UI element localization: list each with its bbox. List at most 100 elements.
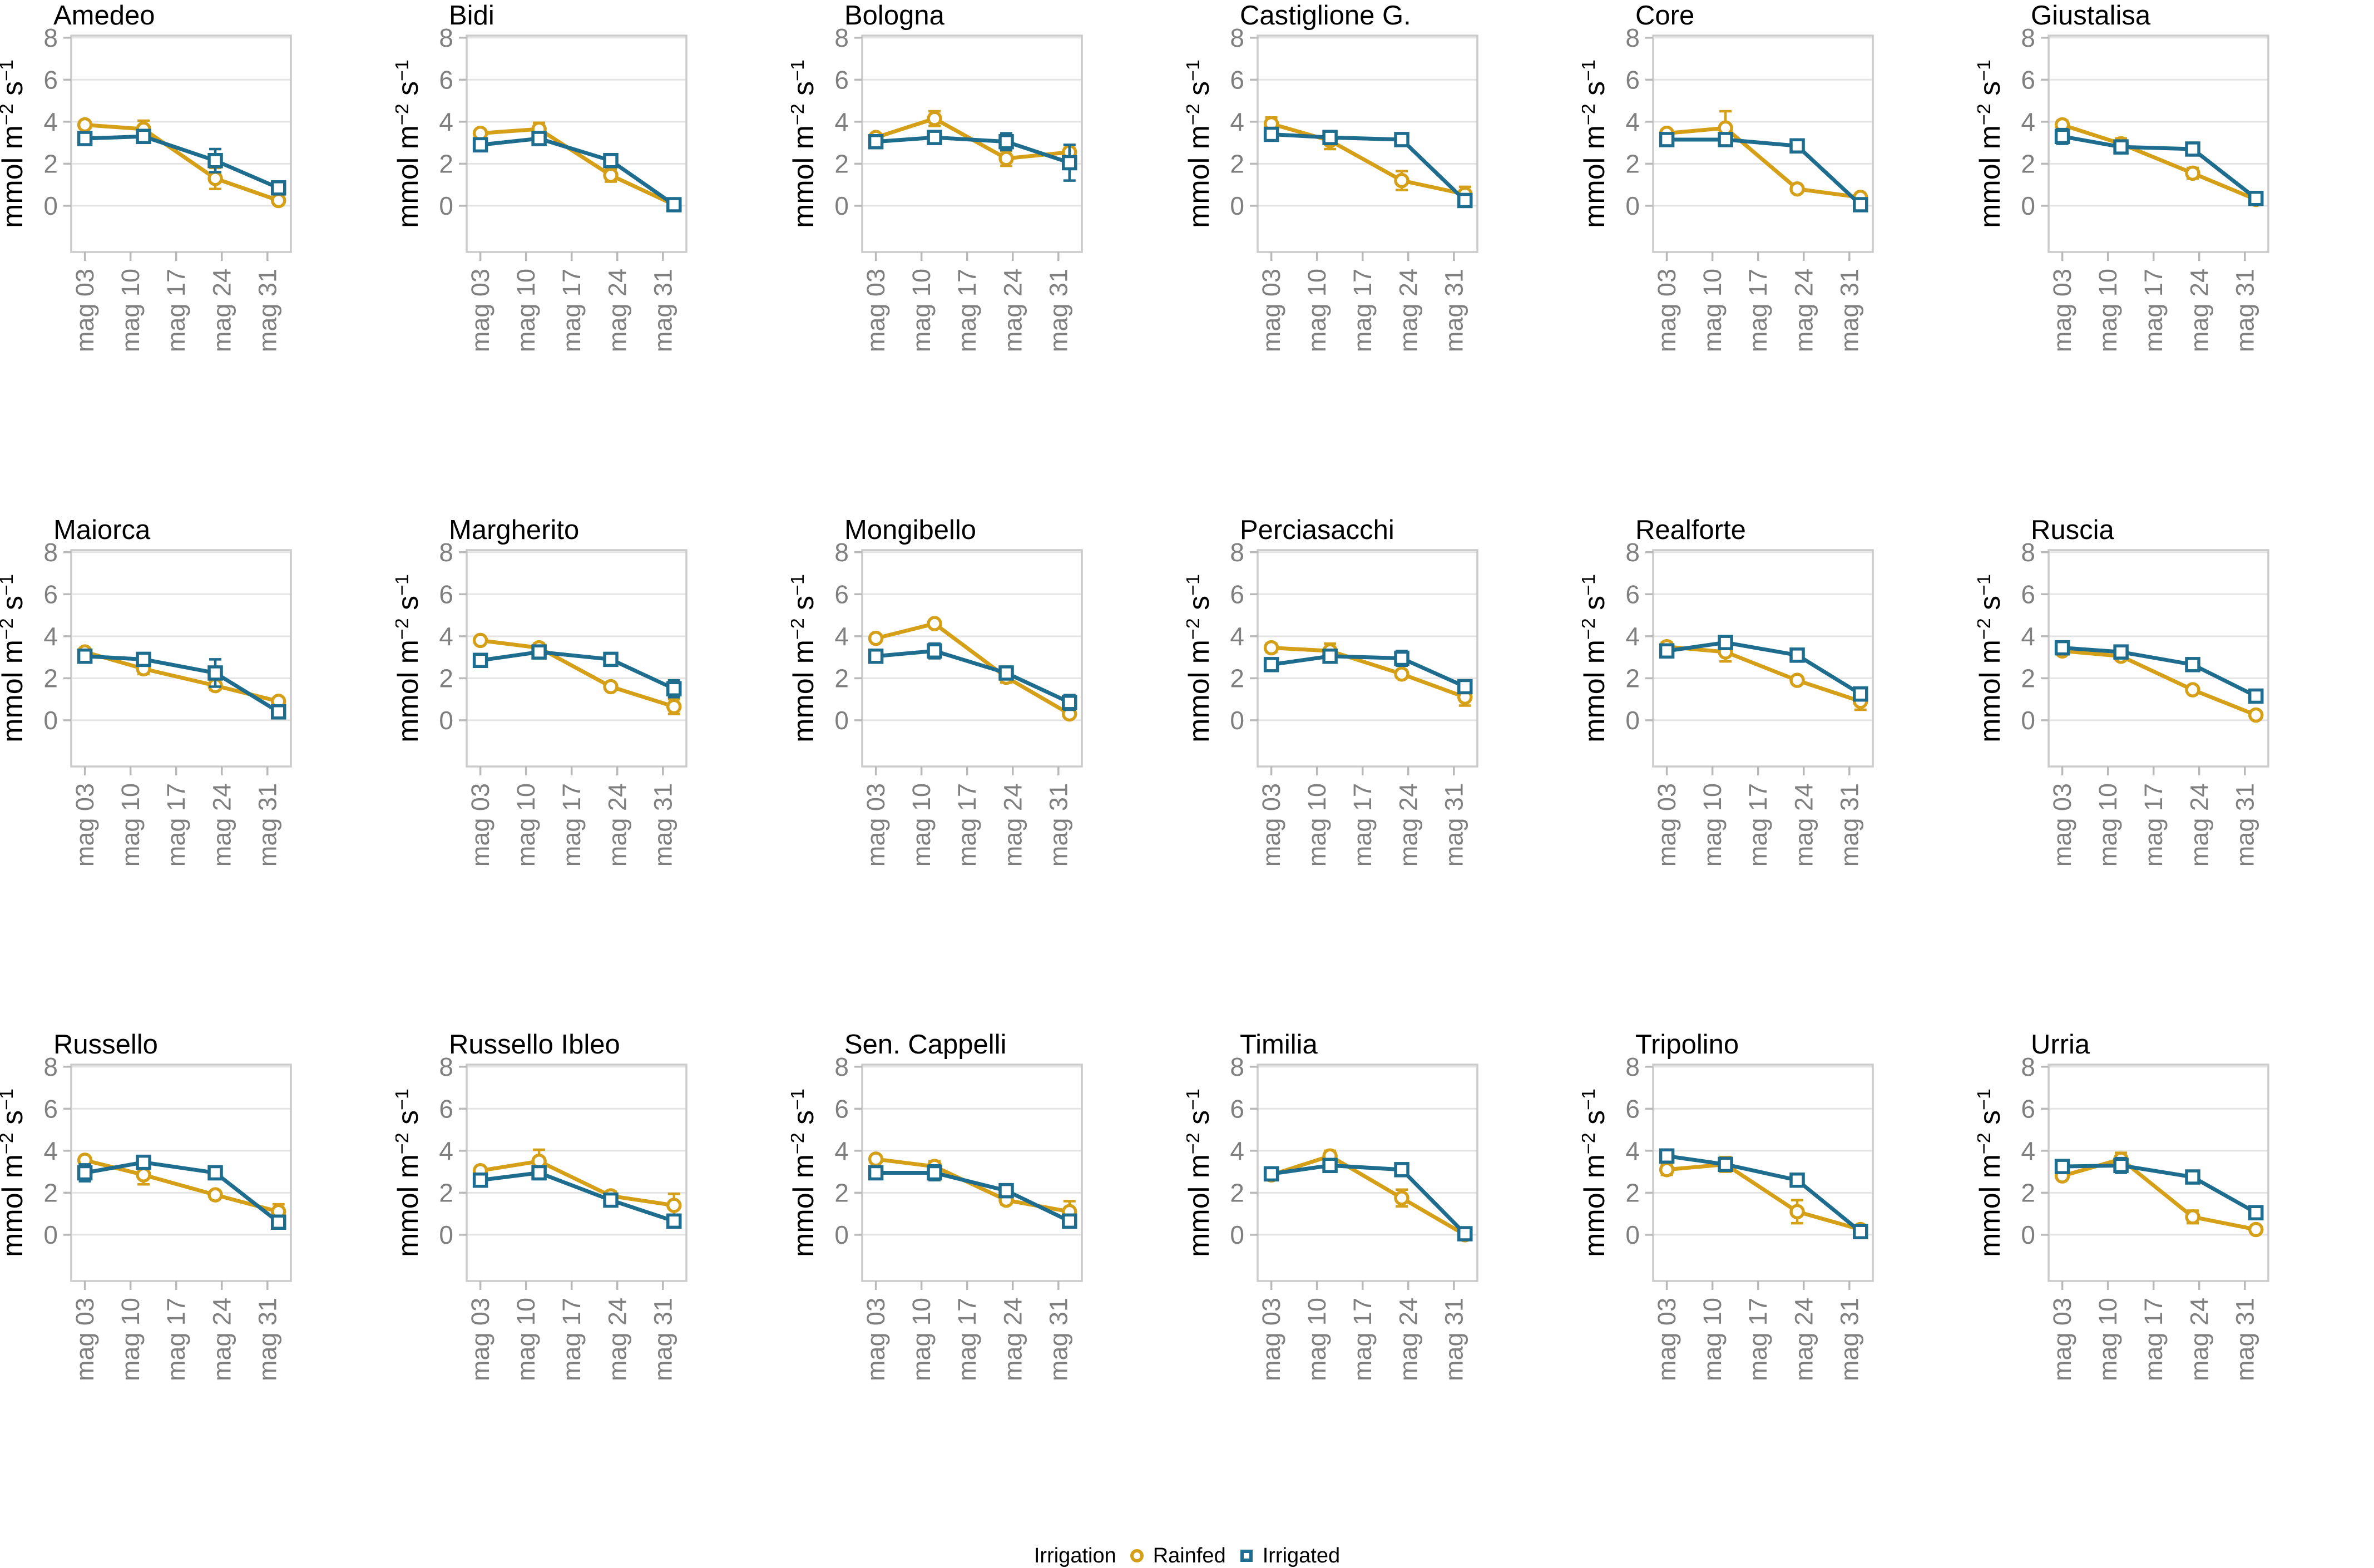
panel-bidi: 0 2 4 6 8 mag 03 mag 10 mag 17 mag 24 mag 31 mmol … xyxy=(395,1,688,352)
y-axis: 0 2 4 6 8 xyxy=(1230,1052,1258,1249)
svg-text:mag 10: mag 10 xyxy=(1698,1298,1727,1381)
y-axis: 0 2 4 6 8 xyxy=(2021,23,2049,220)
svg-text:8: 8 xyxy=(834,538,849,567)
series-rainfed xyxy=(472,1148,682,1219)
x-axis: mag 03 mag 10 mag 17 mag 24 mag 31 xyxy=(2048,766,2259,867)
y-axis-title: mmol m−2 s−1 xyxy=(0,60,29,228)
svg-text:mag 17: mag 17 xyxy=(162,269,190,352)
svg-text:4: 4 xyxy=(2021,107,2035,136)
y-axis-title: mmol m−2 s−1 xyxy=(1582,574,1611,743)
y-axis: 0 2 4 6 8 xyxy=(1230,23,1258,220)
svg-text:mag 17: mag 17 xyxy=(162,1298,190,1381)
svg-text:0: 0 xyxy=(1230,191,1244,220)
svg-text:0: 0 xyxy=(834,1220,849,1249)
svg-text:mag 24: mag 24 xyxy=(998,783,1027,867)
svg-text:6: 6 xyxy=(2021,65,2035,94)
svg-text:6: 6 xyxy=(1230,1094,1244,1123)
series-irrigated xyxy=(1659,132,1868,212)
series-irrigated xyxy=(868,1164,1077,1229)
svg-text:mag 24: mag 24 xyxy=(1394,1298,1422,1381)
series-irrigated xyxy=(1263,648,1473,695)
panel-title: Bologna xyxy=(844,1,945,31)
svg-text:mag 03: mag 03 xyxy=(2048,1298,2076,1381)
svg-text:mag 10: mag 10 xyxy=(512,1298,540,1381)
svg-text:mag 17: mag 17 xyxy=(2139,783,2168,867)
svg-text:mag 24: mag 24 xyxy=(207,269,236,352)
panel-giustalisa: 0 2 4 6 8 mag 03 mag 10 mag 17 mag 24 mag 31 mmol … xyxy=(1977,1,2269,352)
panel-title: Margherito xyxy=(449,515,579,545)
svg-text:mag 17: mag 17 xyxy=(1744,269,1772,352)
panel-russello-ibleo: 0 2 4 6 8 mag 03 mag 10 mag 17 mag 24 mag 31 mmol … xyxy=(395,1030,688,1381)
svg-text:mag 31: mag 31 xyxy=(1835,1298,1863,1381)
svg-text:4: 4 xyxy=(1230,107,1244,136)
svg-text:mag 17: mag 17 xyxy=(557,783,586,867)
svg-text:mag 03: mag 03 xyxy=(71,783,99,867)
svg-text:mag 10: mag 10 xyxy=(907,1298,936,1381)
panel-border xyxy=(2047,34,2269,253)
legend: Irrigation Rainfed Irrigated xyxy=(0,1544,2374,1568)
svg-text:mag 10: mag 10 xyxy=(116,269,145,352)
series-rainfed xyxy=(77,117,286,209)
panel-title: Mongibello xyxy=(844,515,976,545)
svg-text:mag 10: mag 10 xyxy=(1303,1298,1331,1381)
svg-text:mag 10: mag 10 xyxy=(1303,783,1331,867)
svg-text:mag 10: mag 10 xyxy=(907,269,936,352)
svg-text:mag 24: mag 24 xyxy=(207,783,236,867)
x-axis: mag 03 mag 10 mag 17 mag 24 mag 31 xyxy=(862,252,1072,352)
svg-text:2: 2 xyxy=(439,664,453,693)
panel-border xyxy=(1652,1064,1874,1282)
panel-title: Timilia xyxy=(1240,1030,1318,1060)
series-rainfed xyxy=(1263,116,1473,203)
legend-item-rainfed: Rainfed xyxy=(1129,1544,1226,1568)
svg-text:2: 2 xyxy=(439,1178,453,1207)
panel-urria: 0 2 4 6 8 mag 03 mag 10 mag 17 mag 24 mag 31 mmol … xyxy=(1977,1030,2269,1381)
svg-text:6: 6 xyxy=(43,65,58,94)
grid-lines xyxy=(467,1066,686,1236)
x-axis: mag 03 mag 10 mag 17 mag 24 mag 31 xyxy=(466,252,677,352)
svg-text:6: 6 xyxy=(2021,1094,2035,1123)
svg-text:6: 6 xyxy=(834,580,849,609)
svg-text:8: 8 xyxy=(1230,538,1244,567)
series-rainfed xyxy=(868,1151,1077,1224)
svg-text:mag 31: mag 31 xyxy=(2230,1298,2259,1381)
svg-text:mag 24: mag 24 xyxy=(1394,269,1422,352)
svg-text:mag 10: mag 10 xyxy=(2094,783,2122,867)
svg-text:mag 10: mag 10 xyxy=(1698,269,1727,352)
svg-text:mag 03: mag 03 xyxy=(2048,269,2076,352)
svg-text:mag 24: mag 24 xyxy=(998,269,1027,352)
svg-text:6: 6 xyxy=(439,1094,453,1123)
svg-text:8: 8 xyxy=(1625,538,1640,567)
svg-text:mag 03: mag 03 xyxy=(1257,1298,1285,1381)
svg-text:4: 4 xyxy=(1625,622,1640,651)
svg-text:2: 2 xyxy=(834,664,849,693)
y-axis-title: mmol m−2 s−1 xyxy=(1977,1089,2006,1257)
series-rainfed xyxy=(868,616,1077,722)
grid-lines xyxy=(862,1066,1082,1236)
svg-text:mag 24: mag 24 xyxy=(2185,269,2213,352)
svg-text:0: 0 xyxy=(43,1220,58,1249)
svg-text:2: 2 xyxy=(2021,149,2035,178)
series-rainfed xyxy=(1263,1148,1473,1243)
y-axis-title: mmol m−2 s−1 xyxy=(791,1089,820,1257)
legend-item-irrigated: Irrigated xyxy=(1238,1544,1340,1568)
svg-text:2: 2 xyxy=(43,149,58,178)
panel-title: Ruscia xyxy=(2031,515,2115,545)
svg-text:2: 2 xyxy=(1625,149,1640,178)
x-axis: mag 03 mag 10 mag 17 mag 24 mag 31 xyxy=(2048,1281,2259,1381)
svg-text:2: 2 xyxy=(834,1178,849,1207)
svg-text:mag 03: mag 03 xyxy=(862,1298,890,1381)
panel-border xyxy=(466,1064,688,1282)
svg-text:mag 24: mag 24 xyxy=(1789,1298,1818,1381)
svg-text:2: 2 xyxy=(834,149,849,178)
series-rainfed xyxy=(1659,110,1868,205)
svg-text:mag 03: mag 03 xyxy=(466,1298,494,1381)
panel-core: 0 2 4 6 8 mag 03 mag 10 mag 17 mag 24 mag 31 mmol … xyxy=(1582,1,1874,352)
svg-text:mag 31: mag 31 xyxy=(2230,783,2259,867)
grid-lines xyxy=(862,551,1082,721)
svg-text:mag 17: mag 17 xyxy=(953,783,981,867)
panel-title: Urria xyxy=(2031,1030,2090,1060)
panel-title: Core xyxy=(1635,1,1694,31)
panel-title: Realforte xyxy=(1635,515,1746,545)
svg-text:mag 10: mag 10 xyxy=(116,783,145,867)
